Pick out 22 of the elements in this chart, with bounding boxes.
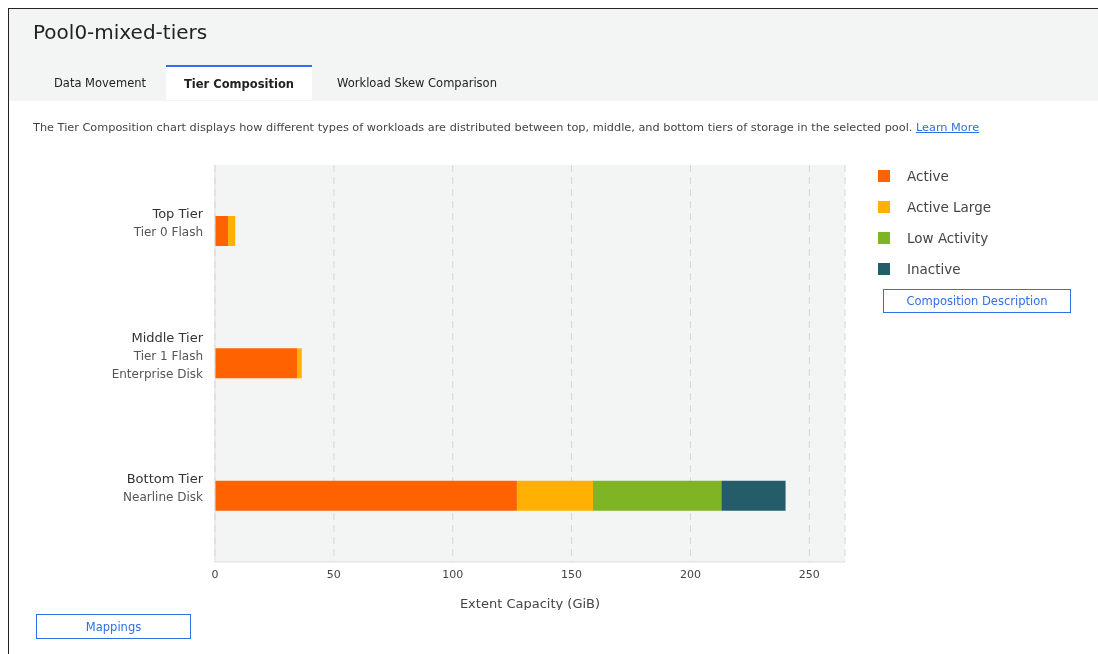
x-tick-label: 150 bbox=[561, 567, 583, 581]
text: Composition Description bbox=[883, 289, 1071, 313]
x-tick-label: 200 bbox=[679, 567, 701, 581]
y-tick-label: Top Tier Tier 0 Flash bbox=[132, 206, 204, 240]
text: Data Movement bbox=[53, 74, 147, 92]
x-tick-label: 50 bbox=[326, 567, 341, 581]
text: Mappings bbox=[36, 614, 191, 639]
chart-title: Pool0-mixed-tiers bbox=[33, 20, 208, 44]
text: The Tier Composition chart displays how different types of workloads are distributed between top, middle, and bottom tiers of storage in the selected pool. bbox=[33, 121, 913, 134]
y-tick-label: Bottom Tier Nearline Disk bbox=[123, 470, 204, 504]
x-axis-title: Extent Capacity (GiB) bbox=[459, 596, 601, 611]
x-tick-label: 100 bbox=[442, 567, 464, 581]
text: Learn More bbox=[915, 121, 980, 134]
legend-label: Active bbox=[907, 167, 949, 184]
x-tick-label: 250 bbox=[798, 567, 820, 581]
legend-label: Inactive bbox=[907, 260, 961, 277]
legend-label: Active Large bbox=[907, 198, 992, 215]
y-tick-label: Middle Tier Tier 1 Flash Enterprise Disk bbox=[111, 329, 204, 381]
x-tick-label: 0 bbox=[211, 567, 219, 581]
legend-label: Low Activity bbox=[907, 229, 989, 246]
text: Workload Skew Comparison bbox=[336, 74, 498, 92]
text: Tier Composition bbox=[166, 65, 312, 100]
